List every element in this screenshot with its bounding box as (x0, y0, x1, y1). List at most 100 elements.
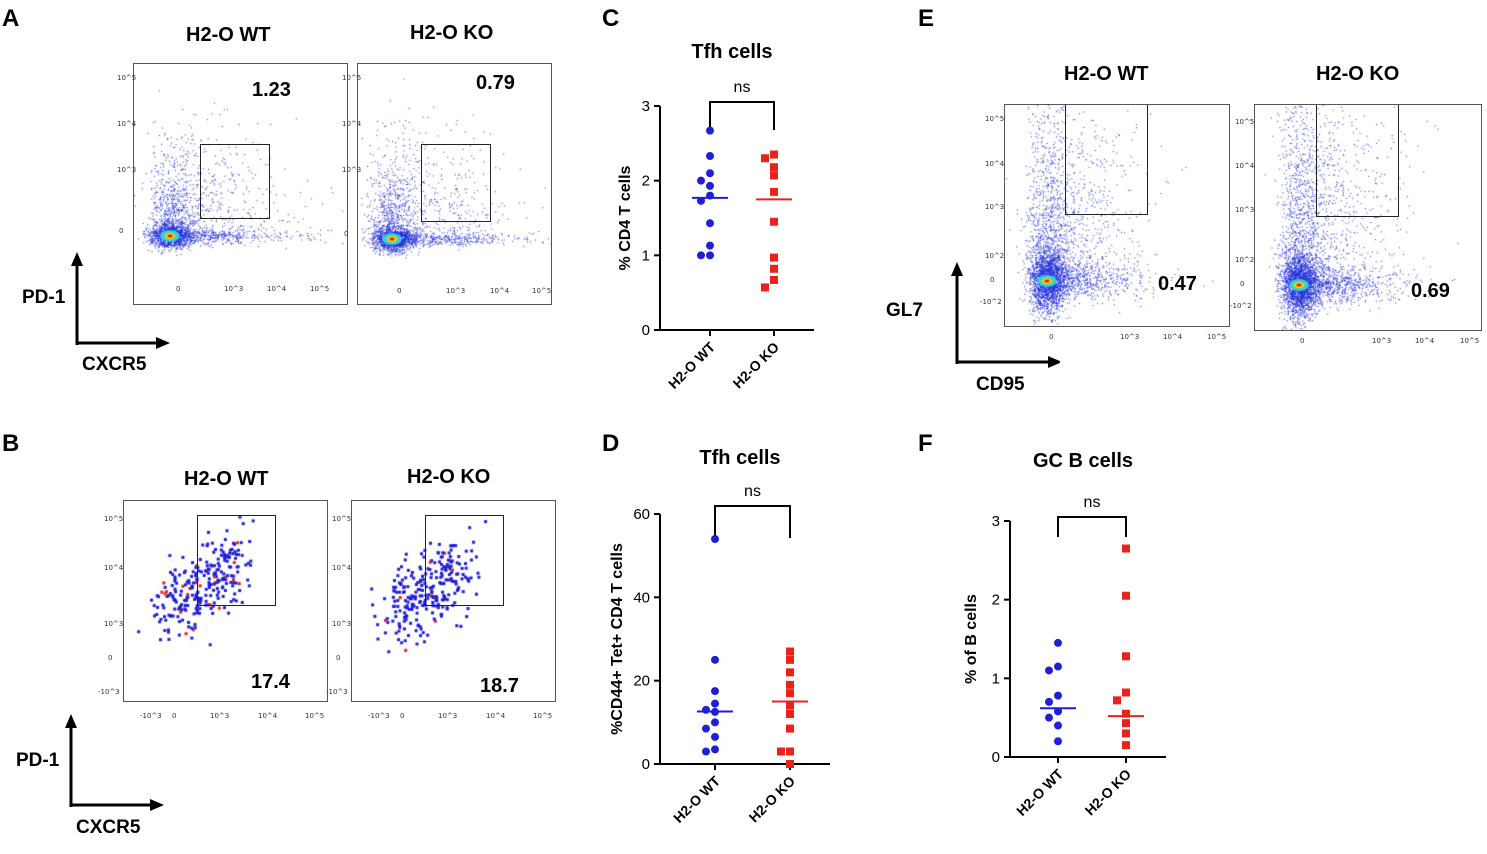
y-tick: -10^2 (1230, 302, 1252, 310)
y-tick: 10^3 (117, 166, 137, 174)
x-tick: -10^3 (140, 712, 162, 720)
data-point (770, 150, 778, 159)
x-axis-label: CXCR5 (76, 817, 141, 838)
y-tick: 10^2 (985, 252, 1005, 260)
gate-percentage: 0.79 (476, 72, 515, 94)
y-tick: 10^4 (1235, 162, 1255, 170)
data-point (770, 275, 778, 284)
x-tick: 10^3 (224, 285, 244, 293)
y-tick: 10^5 (117, 74, 137, 82)
data-point (786, 647, 794, 656)
data-point (711, 699, 719, 708)
data-point (1122, 729, 1130, 738)
x-tick: 10^4 (1163, 333, 1183, 341)
data-point (1054, 721, 1062, 730)
y-tick: 0 (344, 230, 349, 238)
y-tick: 10^3 (104, 620, 124, 628)
data-point (1122, 709, 1130, 718)
y-tick: 10^4 (117, 120, 137, 128)
data-point (1122, 719, 1130, 728)
data-point (702, 724, 710, 733)
data-point (706, 181, 714, 190)
data-point (786, 655, 794, 664)
y-tick: 0 (336, 654, 341, 662)
data-point (761, 283, 769, 292)
flow-plot-e-wt: 0.47 (1004, 104, 1230, 327)
y-tick: 10^3 (1235, 206, 1255, 214)
chart-title: Tfh cells (699, 447, 780, 469)
y-tick: 0 (1240, 280, 1245, 288)
data-point (702, 705, 710, 714)
data-point (770, 187, 778, 196)
x-tick-label: H2-O KO (746, 773, 799, 826)
gate-box (197, 515, 276, 606)
data-point (1122, 652, 1130, 661)
flow-plot-a-ko: 0.79 (357, 63, 552, 305)
data-point (697, 176, 705, 185)
data-point (697, 251, 705, 260)
significance-label: ns (1084, 494, 1101, 511)
gate-box (421, 144, 491, 222)
data-point (786, 689, 794, 698)
data-point (786, 760, 794, 768)
x-tick: 10^4 (1415, 337, 1435, 345)
flow-plot-b-ko: 18.7 (351, 500, 556, 702)
gate-percentage: 0.47 (1158, 273, 1197, 295)
y-axis-label: PD-1 (22, 287, 66, 308)
y-tick: 10^3 (342, 166, 362, 174)
dot-plot-f: GC B cells 0 1 2 3 % of B cells H2-O WT H2-O KO… (963, 450, 1166, 819)
y-axis-label: PD-1 (16, 750, 60, 771)
panel-letter-f: F (918, 430, 933, 457)
gate-box (200, 144, 270, 219)
y-tick: 10^4 (332, 564, 352, 572)
data-point (786, 724, 794, 733)
data-point (1054, 662, 1062, 671)
data-point (770, 171, 778, 180)
y-tick: 10^3 (332, 620, 352, 628)
x-tick: 10^3 (446, 287, 466, 295)
gate-percentage: 17.4 (251, 671, 290, 693)
data-point (1122, 688, 1130, 697)
significance-bracket (709, 101, 775, 130)
gate-box (1065, 105, 1148, 215)
data-point (770, 253, 778, 262)
y-tick: -10^2 (980, 298, 1002, 306)
x-axis-label: CXCR5 (82, 354, 147, 375)
y-tick: 0 (108, 654, 113, 662)
density-dots (134, 64, 347, 304)
data-point (786, 747, 794, 756)
y-tick-label: 3 (642, 98, 650, 115)
data-point (706, 152, 714, 161)
panel-e-title-wt: H2-O WT (1064, 63, 1149, 85)
data-point (1054, 737, 1062, 746)
panel-b-title-ko: H2-O KO (407, 466, 491, 488)
density-dots (1255, 105, 1481, 330)
x-tick: 10^4 (258, 712, 278, 720)
y-tick-label: 2 (642, 173, 650, 190)
x-tick-label: H2-O WT (665, 338, 718, 391)
panel-letter-e: E (918, 5, 935, 32)
data-point (786, 701, 794, 710)
x-tick: 10^3 (1372, 337, 1392, 345)
y-tick-label: 0 (642, 756, 650, 773)
x-tick: 10^5 (533, 712, 553, 720)
gate-percentage: 0.69 (1411, 280, 1450, 302)
data-point (702, 747, 710, 756)
y-tick-label: 1 (642, 247, 650, 264)
y-tick-label: 20 (633, 673, 650, 690)
gate-box (1316, 105, 1399, 217)
y-tick: 10^5 (104, 515, 124, 523)
y-tick: 10^4 (104, 564, 124, 572)
x-tick-label: H2-O WT (1013, 765, 1066, 818)
data-point (786, 710, 794, 718)
chart-title: Tfh cells (691, 41, 772, 63)
x-tick: 10^3 (438, 712, 458, 720)
panel-letter-a: A (2, 5, 20, 32)
y-tick-label: 1 (992, 670, 1000, 687)
significance-label: ns (734, 79, 751, 96)
y-tick: 0 (990, 276, 995, 284)
x-tick: -10^3 (368, 712, 390, 720)
data-point (711, 687, 719, 696)
x-tick: 10^4 (490, 287, 510, 295)
y-tick: 10^3 (985, 203, 1005, 211)
